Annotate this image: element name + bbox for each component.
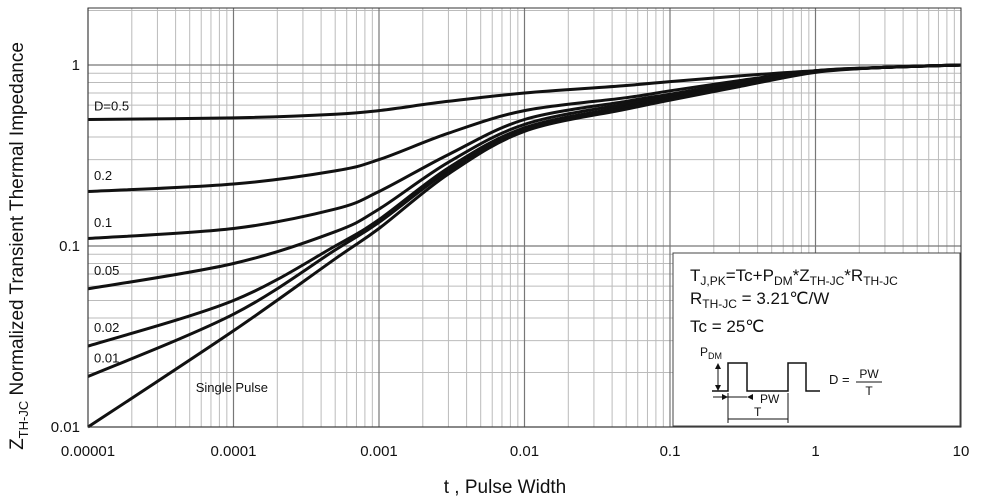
curve-label: 0.2 <box>94 168 112 183</box>
info-box: TJ,PK=Tc+PDM*ZTH-JC*RTH-JC RTH-JC = 3.21… <box>672 252 961 427</box>
x-axis-label: t , Pulse Width <box>444 477 567 497</box>
pw-arrow-head-back <box>747 394 753 400</box>
x-tick-label: 1 <box>811 443 819 460</box>
curves <box>87 63 962 429</box>
period-label: T <box>754 405 762 419</box>
y-tick-label: 0.1 <box>59 238 80 255</box>
curve-label: 0.01 <box>94 351 119 366</box>
pulse-waveform <box>712 362 820 392</box>
pw-arrow-head <box>722 394 728 400</box>
curve-single-pulse <box>87 63 962 429</box>
curve-label: 0.02 <box>94 320 119 335</box>
x-tick-label: 0.01 <box>510 443 539 460</box>
x-tick-label: 0.1 <box>660 443 681 460</box>
pdm-arrow-head-bottom <box>715 385 721 391</box>
x-tick-label: 0.00001 <box>61 443 115 460</box>
x-tick-label: 0.001 <box>360 443 398 460</box>
curve-label: Single Pulse <box>196 380 268 395</box>
x-tick-label: 0.0001 <box>211 443 257 460</box>
curve-label: 0.05 <box>94 263 119 278</box>
duty-denominator: T <box>865 384 873 398</box>
equation-tjpk: TJ,PK=Tc+PDM*ZTH-JC*RTH-JC <box>690 266 898 288</box>
y-tick-label: 1 <box>72 57 80 74</box>
y-tick-labels: 0.01 0.1 1 <box>51 57 80 436</box>
pdm-arrow-head-top <box>715 363 721 369</box>
equation-rthjc: RTH-JC = 3.21℃/W <box>690 289 829 311</box>
duty-numerator: PW <box>859 367 879 381</box>
pdm-label: PDM <box>700 345 722 361</box>
curve-label: 0.1 <box>94 215 112 230</box>
y-axis-label: ZTH-JC Normalized Transient Thermal Impe… <box>7 42 31 450</box>
duty-label: D = <box>829 372 850 387</box>
x-tick-labels: 0.00001 0.0001 0.001 0.01 0.1 1 10 <box>61 443 969 460</box>
pw-label: PW <box>760 392 780 406</box>
equation-tc: Tc = 25℃ <box>690 317 764 336</box>
x-tick-label: 10 <box>953 443 970 460</box>
y-tick-label: 0.01 <box>51 419 80 436</box>
curve-label: D=0.5 <box>94 98 129 113</box>
plot-frame <box>87 7 962 428</box>
curve-labels: D=0.5 0.2 0.1 0.05 0.02 0.01 Single Pulse <box>94 98 268 394</box>
